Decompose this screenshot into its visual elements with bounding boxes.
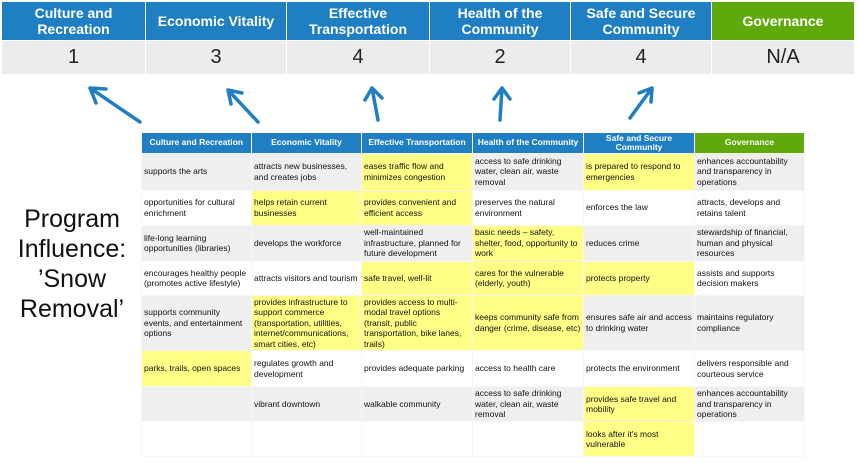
table-cell: provides safe travel and mobility [583, 386, 695, 422]
program-influence-label: Program Influence: ’Snow Removal’ [17, 205, 127, 323]
table-cell: eases traffic flow and minimizes congest… [361, 152, 473, 191]
table-cell: provides adequate parking [361, 350, 473, 387]
table-cell: basic needs – safety, shelter, food, opp… [472, 224, 584, 262]
table-cell [141, 386, 252, 422]
table-cell: supports community events, and entertain… [141, 294, 252, 351]
table-cell: develops the workforce [251, 224, 362, 262]
table-row: looks after it's most vulnerable [141, 421, 805, 457]
table-cell: keeps community safe from danger (crime,… [472, 294, 584, 351]
table-cell: provides convenient and efficient access [361, 189, 473, 226]
summary-header: Economic Vitality [146, 2, 287, 40]
table-row: opportunities for cultural enrichment hel… [141, 189, 805, 226]
table-cell: enhances accountability and transparency… [694, 386, 805, 422]
column-header: Effective Transportation [361, 133, 473, 153]
table-cell: looks after it's most vulnerable [583, 421, 695, 457]
table-row: supports the arts attracts new businesses… [141, 152, 805, 191]
column-header: Health of the Community [472, 133, 584, 153]
table-cell: access to safe drinking water, clean air… [472, 386, 584, 422]
table-row: supports community events, and entertain… [141, 294, 805, 351]
table-cell: parks, trails, open spaces [141, 350, 252, 387]
table-cell: opportunities for cultural enrichment [141, 189, 252, 226]
arrows [88, 86, 654, 124]
table-cell: assists and supports decision makers [694, 260, 805, 296]
table-row: vibrant downtown walkable community access… [141, 386, 805, 422]
table-cell: protects the environment [583, 350, 695, 387]
table-row: parks, trails, open spaces regulates grow… [141, 350, 805, 387]
table-cell: attracts visitors and tourism [251, 260, 362, 296]
table-cell: provides access to multi-modal travel op… [361, 294, 473, 351]
table-cell: access to health care [472, 350, 584, 387]
summary-score: N/A [712, 40, 855, 74]
table-cell: cares for the vulnerable (elderly, youth… [472, 260, 584, 296]
column-header: Governance [694, 133, 805, 153]
table-cell [361, 421, 473, 457]
table-cell: vibrant downtown [251, 386, 362, 422]
summary-header: Governance [712, 2, 855, 40]
table-cell: attracts new businesses, and creates job… [251, 152, 362, 191]
table-cell: protects property [583, 260, 695, 296]
summary-score: 4 [287, 40, 430, 74]
arrow-icon [628, 86, 654, 120]
table-cell: safe travel, well-lit [361, 260, 473, 296]
table-cell: provides infrastructure to support comme… [251, 294, 362, 351]
table-cell [141, 421, 252, 457]
summary-scores: Culture and Recreation 1 Economic Vitality… [2, 2, 855, 74]
column-header: Economic Vitality [251, 133, 362, 153]
table-cell [251, 421, 362, 457]
table-cell: well-maintained infrastructure, planned … [361, 224, 473, 262]
column-header: Culture and Recreation [141, 133, 252, 153]
table-cell: ensures safe air and access to drinking … [583, 294, 695, 351]
table-cell [472, 421, 584, 457]
table-cell: life-long learning opportunities (librar… [141, 224, 252, 262]
table-cell: walkable community [361, 386, 473, 422]
table-cell: supports the arts [141, 152, 252, 191]
table-cell: attracts, develops and retains talent [694, 189, 805, 226]
table-cell: reduces crime [583, 224, 695, 262]
summary-score: 1 [2, 40, 146, 74]
arrow-icon [363, 86, 384, 122]
summary-header: Culture and Recreation [2, 2, 146, 40]
summary-header: Effective Transportation [287, 2, 430, 40]
arrow-icon [492, 86, 512, 122]
table-cell: is prepared to respond to emergencies [583, 152, 695, 191]
column-header: Safe and Secure Community [583, 133, 695, 153]
table-cell: stewardship of financial, human and phys… [694, 224, 805, 262]
arrow-icon [88, 86, 142, 124]
table-row: life-long learning opportunities (librar… [141, 224, 805, 262]
arrow-icon [226, 88, 260, 124]
table-cell: access to safe drinking water, clean air… [472, 152, 584, 191]
table-cell: enforces the law [583, 189, 695, 226]
table-cell: preserves the natural environment [472, 189, 584, 226]
summary-score: 3 [146, 40, 287, 74]
table-cell: encourages healthy people (promotes acti… [141, 260, 252, 296]
table-cell: enhances accountability and transparency… [694, 152, 805, 191]
table-cell: delivers responsible and courteous servi… [694, 350, 805, 387]
table-cell: regulates growth and development [251, 350, 362, 387]
influence-table: Culture and Recreation Economic Vitality E… [141, 133, 805, 457]
summary-score: 2 [430, 40, 571, 74]
summary-header: Health of the Community [430, 2, 571, 40]
table-cell: helps retain current businesses [251, 189, 362, 226]
summary-header: Safe and Secure Community [571, 2, 712, 40]
summary-score: 4 [571, 40, 712, 74]
table-row: encourages healthy people (promotes acti… [141, 260, 805, 296]
table-cell: maintains regulatory compliance [694, 294, 805, 351]
table-cell [694, 421, 805, 457]
